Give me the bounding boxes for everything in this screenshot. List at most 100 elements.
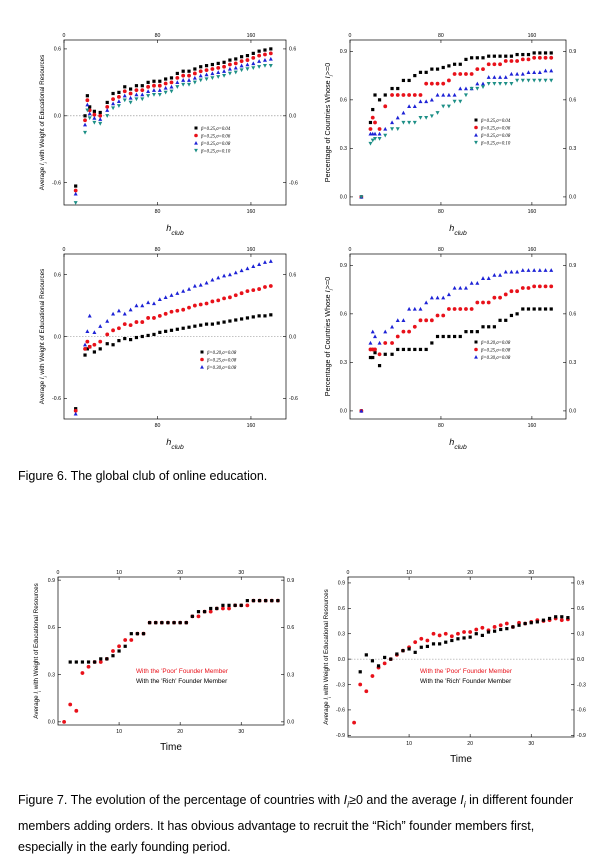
- data-point: [157, 297, 162, 302]
- data-point: [412, 104, 417, 109]
- data-point: [452, 334, 457, 339]
- data-point: [233, 270, 238, 275]
- data-point: [452, 99, 457, 104]
- legend-entry: With the 'Rich' Founder Member: [420, 678, 512, 685]
- x-tick-label-top: 0: [63, 33, 66, 39]
- data-point: [503, 59, 508, 63]
- data-point: [543, 307, 548, 311]
- x-tick-label-top: 160: [247, 33, 256, 39]
- y-tick-label-left: 0.0: [54, 114, 61, 120]
- data-point: [458, 285, 463, 290]
- data-point: [509, 54, 514, 58]
- data-point: [194, 148, 198, 153]
- data-point: [175, 291, 180, 295]
- y-tick-label-left: 0.0: [340, 195, 347, 201]
- data-point: [504, 54, 508, 58]
- data-point: [474, 347, 478, 352]
- data-point: [370, 659, 375, 663]
- data-point: [412, 306, 417, 311]
- data-point: [228, 58, 232, 62]
- data-point: [368, 340, 373, 345]
- legend-label: β=0.20,σ=0.08: [480, 341, 511, 346]
- data-point: [441, 81, 446, 86]
- data-point: [509, 289, 514, 294]
- data-point: [122, 311, 127, 316]
- series-circle: [73, 51, 273, 193]
- data-point: [87, 111, 92, 116]
- series-triangle: [359, 268, 554, 413]
- data-point: [498, 62, 502, 67]
- data-point: [373, 136, 378, 141]
- data-point: [105, 657, 109, 661]
- data-point: [135, 632, 140, 636]
- data-point: [92, 109, 96, 113]
- data-point: [559, 618, 564, 623]
- data-point: [210, 71, 215, 76]
- y-tick-label-left: -0.6: [52, 396, 61, 402]
- data-point: [204, 72, 209, 77]
- data-point: [98, 339, 103, 344]
- data-point: [93, 660, 97, 664]
- data-point: [134, 88, 139, 93]
- data-point: [111, 106, 116, 111]
- legend: β=0.20,σ=0.08 β=0.25,σ=0.08 β=0.30,σ=0.08: [200, 350, 237, 371]
- data-point: [160, 621, 164, 625]
- data-point: [222, 296, 226, 301]
- data-point: [492, 54, 496, 58]
- data-point: [227, 71, 232, 76]
- data-point: [210, 62, 214, 67]
- data-point: [401, 110, 406, 115]
- data-point: [268, 56, 273, 61]
- data-point: [470, 56, 474, 60]
- data-point: [373, 347, 377, 352]
- series-square: [358, 615, 570, 674]
- plot-frame: [57, 576, 285, 726]
- y-tick-label-right: 0.6: [289, 272, 296, 278]
- data-point: [509, 313, 514, 318]
- x-tick-label-bottom: 20: [177, 729, 183, 735]
- data-point: [216, 321, 220, 325]
- series-triangle-down: [359, 78, 554, 199]
- data-point: [269, 47, 273, 51]
- data-point: [424, 99, 429, 104]
- data-point: [376, 664, 381, 668]
- data-point: [85, 98, 90, 103]
- data-point: [373, 93, 377, 97]
- x-tick-label-top: 80: [155, 33, 161, 39]
- data-point: [151, 301, 156, 306]
- x-tick-label-bottom: 80: [155, 209, 161, 215]
- data-point: [187, 73, 191, 78]
- data-point: [204, 64, 209, 68]
- x-tick-label-top: 160: [247, 247, 256, 253]
- y-tick-label-left: 0.6: [54, 272, 61, 278]
- data-point: [163, 81, 168, 86]
- data-point: [200, 365, 204, 369]
- legend-entry: With the 'Rich' Founder Member: [136, 678, 228, 685]
- data-point: [92, 350, 96, 354]
- data-point: [98, 324, 103, 328]
- data-point: [452, 285, 457, 290]
- data-point: [371, 355, 375, 360]
- data-point: [383, 341, 388, 345]
- data-point: [199, 65, 203, 69]
- data-point: [390, 341, 394, 345]
- data-point: [192, 71, 197, 76]
- y-axis-label: Average Ii with Weight of Educational Re…: [39, 269, 48, 405]
- data-point: [470, 330, 474, 334]
- data-point: [187, 286, 192, 291]
- data-point: [200, 350, 204, 354]
- data-point: [128, 323, 133, 328]
- data-point: [73, 408, 78, 413]
- data-point: [419, 645, 423, 649]
- data-point: [92, 120, 97, 125]
- data-point: [181, 326, 185, 330]
- data-point: [92, 330, 97, 335]
- data-point: [122, 322, 127, 327]
- y-tick-label-right: -0.6: [289, 396, 298, 402]
- data-point: [543, 78, 548, 83]
- data-point: [128, 91, 133, 96]
- data-point: [227, 272, 232, 277]
- data-point: [239, 63, 244, 68]
- data-point: [123, 644, 127, 648]
- data-point: [198, 282, 203, 287]
